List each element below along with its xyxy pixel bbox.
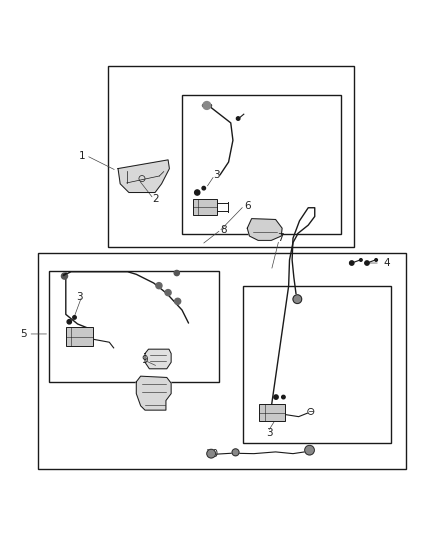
Polygon shape — [247, 219, 282, 240]
Polygon shape — [145, 349, 171, 369]
Circle shape — [282, 395, 285, 399]
Circle shape — [365, 261, 369, 265]
Text: 9: 9 — [142, 355, 148, 365]
Circle shape — [293, 295, 302, 303]
Text: 3: 3 — [213, 170, 220, 180]
Circle shape — [232, 449, 239, 456]
Bar — [66, 327, 93, 346]
Circle shape — [237, 117, 240, 120]
Text: 3: 3 — [76, 292, 83, 302]
Circle shape — [175, 298, 181, 304]
Circle shape — [202, 187, 205, 190]
Circle shape — [156, 282, 162, 289]
Circle shape — [305, 446, 314, 455]
Circle shape — [165, 289, 171, 296]
Circle shape — [194, 190, 200, 195]
Circle shape — [203, 102, 211, 109]
Text: 10: 10 — [206, 449, 219, 458]
Bar — [49, 271, 219, 382]
Polygon shape — [118, 160, 170, 192]
Circle shape — [360, 259, 362, 261]
Text: 1: 1 — [78, 150, 85, 160]
Text: 3: 3 — [266, 428, 272, 438]
Bar — [243, 286, 391, 443]
Circle shape — [174, 270, 180, 276]
Text: 6: 6 — [244, 200, 251, 211]
Circle shape — [61, 273, 67, 279]
Text: 4: 4 — [383, 258, 390, 268]
Bar — [259, 405, 285, 421]
Circle shape — [350, 261, 354, 265]
Circle shape — [274, 395, 278, 399]
Bar — [193, 199, 217, 215]
Text: 8: 8 — [220, 224, 226, 235]
Circle shape — [207, 449, 215, 458]
Bar — [108, 66, 354, 247]
Text: 5: 5 — [20, 329, 26, 339]
Polygon shape — [136, 376, 171, 410]
Text: 2: 2 — [152, 194, 159, 204]
Text: 7: 7 — [277, 233, 283, 243]
Circle shape — [73, 316, 76, 319]
Bar — [39, 254, 406, 469]
Circle shape — [67, 320, 71, 324]
Bar — [182, 94, 341, 234]
Circle shape — [375, 259, 378, 261]
